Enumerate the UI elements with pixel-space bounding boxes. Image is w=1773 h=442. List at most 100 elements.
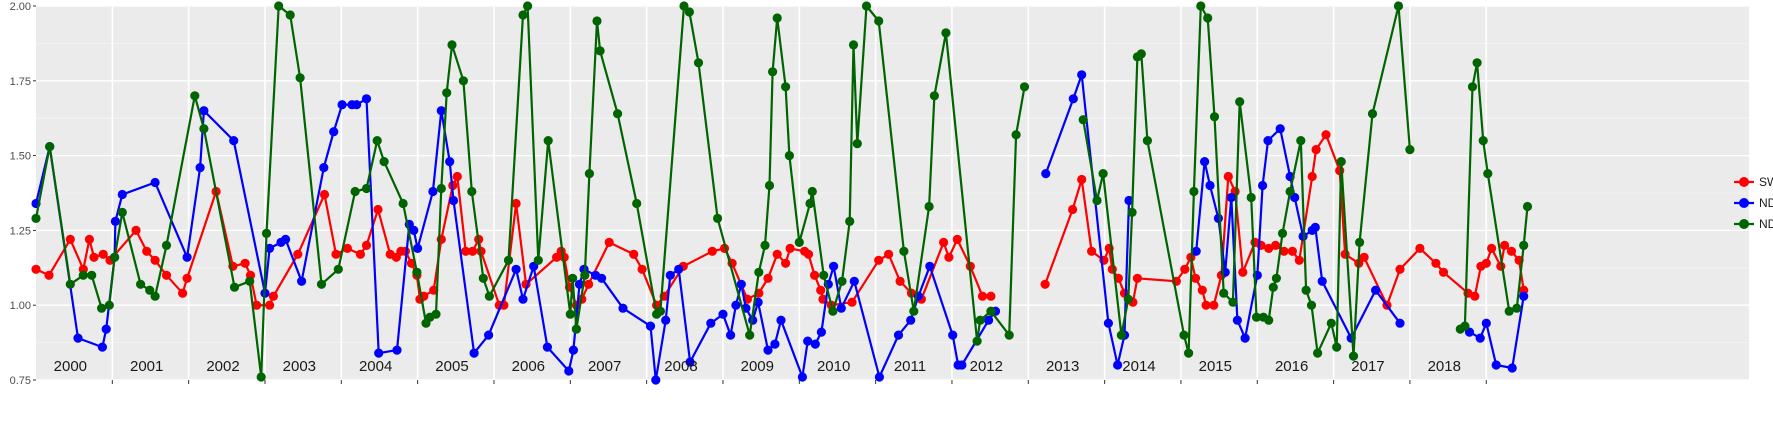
data-point-swir — [803, 249, 814, 259]
data-point-ndvi — [265, 243, 275, 253]
data-point-ndwi — [837, 276, 847, 286]
data-point-ndwi — [145, 285, 155, 295]
data-point-swir — [331, 249, 341, 259]
data-point-ndvi — [706, 318, 716, 328]
data-point-ndwi — [1472, 58, 1482, 68]
data-point-ndwi — [1184, 348, 1194, 358]
data-point-ndwi — [1277, 228, 1288, 238]
data-point-ndwi — [350, 186, 360, 197]
year-label: 2010 — [817, 358, 850, 375]
data-point-ndwi — [1219, 288, 1229, 298]
data-point-ndwi — [861, 1, 872, 11]
data-point-swir — [1238, 267, 1248, 277]
legend-key-dot — [1739, 219, 1749, 229]
data-point-swir — [1481, 258, 1491, 268]
data-point-ndwi — [852, 139, 862, 149]
data-point-ndvi — [763, 345, 773, 355]
data-point-ndwi — [1078, 115, 1088, 125]
year-label: 2005 — [435, 358, 468, 375]
data-point-ndwi — [972, 336, 982, 346]
data-point-ndwi — [1004, 330, 1014, 340]
data-point-ndwi — [1127, 207, 1137, 217]
data-point-ndvi — [73, 333, 83, 343]
year-label: 2011 — [894, 358, 926, 375]
data-point-ndwi — [819, 270, 829, 280]
data-point-ndvi — [428, 186, 438, 197]
data-point-ndvi — [1395, 318, 1405, 328]
data-point-ndvi — [337, 100, 347, 110]
data-point-ndwi — [1189, 186, 1199, 197]
data-point-ndwi — [764, 180, 775, 191]
data-point-ndwi — [1405, 145, 1415, 155]
data-point-ndwi — [1313, 348, 1323, 358]
data-point-swir — [1395, 264, 1405, 274]
year-label: 2013 — [1046, 358, 1079, 375]
data-point-ndvi — [1310, 222, 1320, 232]
data-point-ndwi — [768, 67, 778, 77]
data-point-ndwi — [1355, 237, 1365, 247]
data-point-ndvi — [1475, 333, 1485, 343]
data-point-ndvi — [948, 330, 958, 340]
data-point-ndwi — [484, 291, 494, 301]
year-label: 2006 — [512, 358, 545, 375]
year-label: 2003 — [283, 358, 316, 375]
data-point-ndwi — [794, 237, 804, 247]
data-point-ndvi — [1113, 360, 1123, 370]
data-point-swir — [468, 246, 478, 256]
data-point-ndwi — [431, 309, 441, 319]
series-ndvi — [31, 70, 1529, 385]
data-point-swir — [781, 258, 791, 268]
data-point-ndwi — [65, 279, 75, 289]
data-point-ndvi — [110, 216, 120, 226]
data-point-ndwi — [161, 240, 172, 250]
data-point-swir — [1190, 273, 1201, 283]
data-point-ndwi — [1268, 282, 1278, 292]
data-point-ndvi — [984, 315, 994, 325]
y-tick-label: 1.75 — [10, 76, 31, 88]
data-point-ndwi — [754, 267, 764, 277]
data-point-swir — [240, 258, 250, 268]
data-point-ndvi — [117, 189, 127, 200]
data-point-ndwi — [31, 213, 41, 223]
year-label: 2015 — [1199, 358, 1232, 375]
series-line-ndwi — [34, 4, 1026, 379]
data-point-ndvi — [1240, 333, 1250, 343]
data-point-swir — [265, 300, 275, 310]
data-point-ndwi — [655, 306, 666, 316]
data-point-swir — [895, 276, 905, 286]
data-point-ndvi — [731, 300, 741, 310]
data-point-ndwi — [1271, 273, 1281, 283]
data-point-swir — [511, 198, 521, 209]
year-label: 2001 — [130, 358, 163, 375]
data-point-swir — [1294, 255, 1304, 265]
data-point-ndvi — [849, 276, 859, 286]
data-point-ndwi — [1285, 186, 1295, 197]
data-point-swir — [1271, 240, 1281, 250]
data-point-ndwi — [261, 228, 272, 238]
year-label: 2017 — [1351, 358, 1384, 375]
data-point-ndwi — [1478, 136, 1488, 146]
year-label: 2012 — [970, 358, 1003, 375]
data-point-ndwi — [45, 142, 55, 152]
year-label: 2002 — [206, 358, 239, 375]
data-point-ndwi — [136, 279, 146, 289]
series-line-ndwi — [1459, 61, 1529, 331]
data-point-ndwi — [295, 73, 305, 83]
data-point-ndwi — [1301, 285, 1311, 295]
data-point-ndwi — [543, 136, 553, 146]
data-point-ndwi — [1209, 112, 1220, 122]
data-point-ndvi — [597, 273, 607, 283]
data-point-swir — [373, 204, 383, 215]
data-point-swir — [44, 270, 54, 280]
data-point-ndvi — [199, 106, 209, 116]
data-point-ndwi — [467, 186, 477, 197]
data-point-ndvi — [957, 360, 967, 370]
data-point-ndwi — [909, 306, 919, 316]
data-point-ndwi — [595, 46, 605, 56]
year-label: 2018 — [1428, 358, 1461, 375]
legend-label: NDVI — [1759, 196, 1773, 210]
data-point-ndwi — [447, 40, 457, 50]
data-point-ndwi — [1251, 312, 1262, 322]
data-point-ndwi — [1519, 240, 1529, 250]
